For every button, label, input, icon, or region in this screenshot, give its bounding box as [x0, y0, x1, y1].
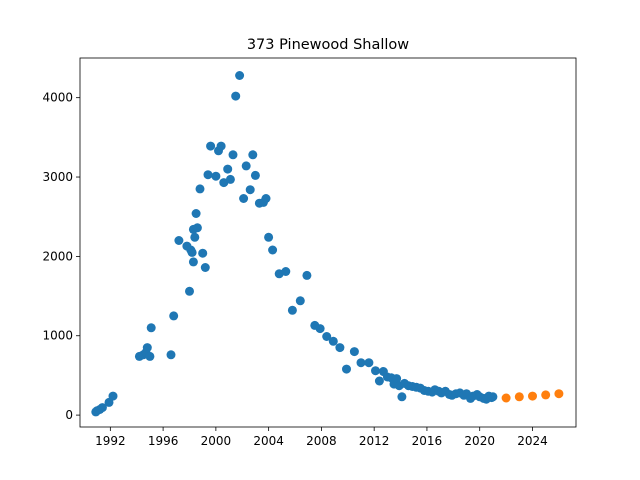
- data-point-series-0-10: [145, 351, 155, 361]
- y-tick-label: 4000: [42, 91, 73, 105]
- data-point-series-0-29: [211, 171, 221, 181]
- data-point-series-0-16: [185, 286, 194, 296]
- data-point-series-0-52: [302, 270, 312, 280]
- chart-title: 373 Pinewood Shallow: [247, 37, 409, 53]
- data-point-series-0-28: [206, 141, 216, 151]
- data-point-series-0-39: [241, 161, 251, 171]
- data-point-series-0-35: [228, 150, 238, 160]
- data-point-series-0-25: [198, 248, 208, 258]
- data-point-series-0-13: [169, 311, 179, 321]
- data-point-series-0-12: [166, 350, 176, 360]
- data-point-series-0-45: [261, 194, 271, 203]
- data-point-series-0-22: [191, 209, 201, 218]
- x-tick-label: 2004: [253, 434, 284, 448]
- data-point-series-0-57: [335, 343, 345, 353]
- x-tick-label: 2012: [359, 434, 390, 448]
- plot-frame: [79, 57, 577, 428]
- data-point-series-0-20: [188, 257, 198, 267]
- y-axis: 0 1000 2000 3000 4000: [42, 91, 80, 422]
- data-point-series-0-59: [349, 347, 359, 357]
- x-tick-label: 2008: [306, 434, 337, 448]
- data-point-series-0-33: [223, 164, 233, 174]
- y-tick-label: 1000: [42, 329, 73, 343]
- y-tick-label: 3000: [42, 170, 73, 184]
- data-point-series-0-68: [392, 374, 402, 384]
- x-tick-label: 1992: [95, 434, 126, 448]
- data-point-series-0-5: [108, 391, 118, 401]
- data-point-series-0-27: [203, 170, 213, 180]
- data-point-series-0-18: [187, 247, 197, 257]
- data-point-series-0-38: [239, 194, 249, 203]
- x-axis: 1992 1996 2000 2004 2008 2012 2016 2020 2024: [95, 427, 548, 448]
- data-point-series-0-23: [192, 223, 202, 233]
- x-tick-label: 2000: [201, 434, 232, 448]
- data-point-series-0-49: [281, 267, 291, 276]
- data-point-series-0-21: [190, 232, 200, 242]
- data-point-series-0-24: [195, 184, 205, 194]
- data-point-series-0-62: [371, 366, 380, 376]
- data-point-series-0-40: [245, 185, 255, 195]
- data-point-series-0-26: [200, 263, 210, 272]
- data-point-series-0-31: [216, 141, 226, 151]
- data-point-series-0-70: [397, 392, 407, 402]
- data-point-series-0-9: [142, 343, 152, 353]
- x-tick-label: 2016: [412, 434, 443, 448]
- data-point-series-0-34: [225, 174, 235, 184]
- data-point-series-0-54: [315, 324, 325, 334]
- data-point-series-0-58: [342, 364, 351, 374]
- data-point-series-0-60: [356, 358, 366, 368]
- data-point-series-0-63: [374, 376, 384, 386]
- data-point-series-0-50: [287, 305, 297, 315]
- data-point-series-0-37: [235, 71, 245, 80]
- data-point-series-0-51: [295, 296, 305, 306]
- data-point-series-0-42: [250, 170, 260, 180]
- data-point-series-0-3: [97, 403, 107, 413]
- data-point-series-0-97: [488, 392, 498, 402]
- data-point-series-0-56: [328, 336, 338, 346]
- data-point-series-0-47: [268, 245, 278, 255]
- y-tick-label: 0: [65, 408, 73, 422]
- data-point-series-1-3: [541, 390, 551, 400]
- data-point-series-0-61: [364, 358, 374, 368]
- x-tick-label: 2024: [517, 434, 548, 448]
- data-point-series-0-14: [174, 236, 184, 245]
- data-point-series-0-41: [248, 150, 258, 160]
- data-point-series-1-4: [554, 389, 564, 399]
- y-tick-label: 2000: [42, 249, 73, 263]
- data-point-series-0-11: [146, 323, 156, 333]
- data-point-series-0-46: [264, 232, 274, 242]
- data-point-series-0-36: [231, 91, 241, 101]
- x-tick-label: 1996: [148, 434, 179, 448]
- data-point-series-0-55: [322, 332, 332, 341]
- data-point-series-1-0: [501, 393, 511, 403]
- x-tick-label: 2020: [464, 434, 495, 448]
- data-points: [91, 71, 564, 417]
- data-point-series-1-1: [514, 392, 524, 402]
- data-point-series-1-2: [528, 391, 537, 401]
